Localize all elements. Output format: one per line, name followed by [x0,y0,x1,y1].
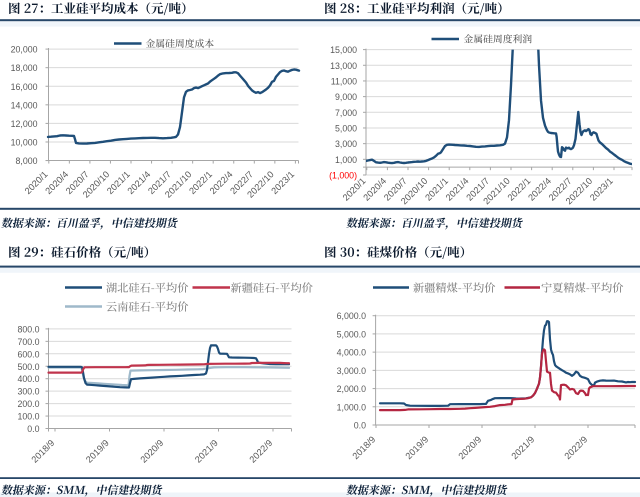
svg-text:800.0: 800.0 [17,324,39,334]
svg-text:(1,000): (1,000) [329,171,357,181]
svg-text:200.0: 200.0 [17,399,39,409]
svg-text:5,000.0: 5,000.0 [337,329,366,339]
svg-text:4,000.0: 4,000.0 [337,348,366,358]
svg-text:12,000: 12,000 [11,119,38,129]
svg-text:3,000: 3,000 [335,139,357,149]
svg-text:13,000: 13,000 [330,61,357,71]
svg-text:100.0: 100.0 [17,412,39,422]
svg-text:300.0: 300.0 [17,387,39,397]
svg-text:500.0: 500.0 [17,362,39,372]
svg-text:600.0: 600.0 [17,349,39,359]
svg-text:1,000.0: 1,000.0 [337,402,366,412]
svg-text:20,000: 20,000 [11,45,38,55]
svg-text:10,000: 10,000 [11,137,38,147]
svg-text:15,000: 15,000 [330,45,357,55]
svg-text:0.0: 0.0 [354,421,366,431]
svg-text:8,000: 8,000 [15,156,37,166]
svg-text:7,000: 7,000 [335,108,357,118]
svg-text:400.0: 400.0 [17,374,39,384]
svg-text:9,000: 9,000 [335,92,357,102]
svg-text:16,000: 16,000 [11,82,38,92]
svg-text:3,000.0: 3,000.0 [337,366,366,376]
svg-text:18,000: 18,000 [11,63,38,73]
svg-text:5,000: 5,000 [335,123,357,133]
svg-text:11,000: 11,000 [331,76,357,86]
svg-text:700.0: 700.0 [17,337,39,347]
svg-text:2,000.0: 2,000.0 [337,384,366,394]
svg-text:0.0: 0.0 [27,424,39,434]
svg-text:1,000: 1,000 [335,155,357,165]
svg-text:14,000: 14,000 [11,100,38,110]
svg-text:6,000.0: 6,000.0 [337,311,366,321]
